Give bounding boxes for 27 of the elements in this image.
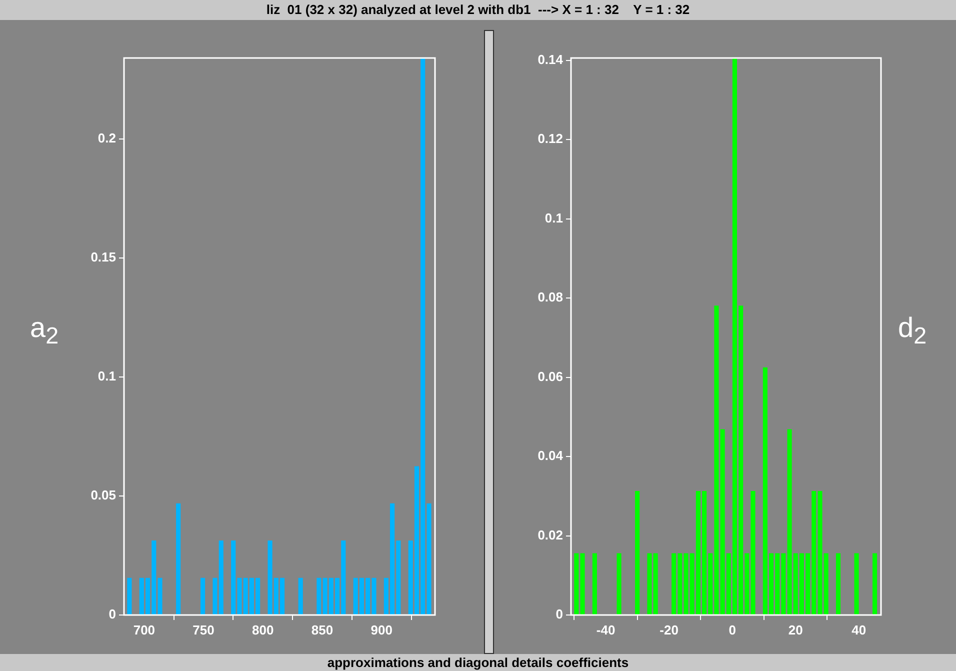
- y-tick-label: 0.2: [98, 130, 116, 146]
- y-tick-label: 0.14: [538, 52, 564, 67]
- x-tick-label: 0: [728, 622, 736, 638]
- x-tick-label: 750: [192, 622, 214, 638]
- y-tick-label: 0.12: [538, 131, 563, 146]
- x-tick-label: -40: [596, 622, 616, 638]
- x-tick-label: 800: [252, 622, 274, 638]
- x-tick-label: 40: [852, 622, 866, 638]
- y-tick-label: 0.15: [90, 250, 116, 265]
- y-tick-label: 0: [108, 606, 116, 622]
- y-tick-label: 0.05: [90, 488, 116, 503]
- x-tick-label: 850: [311, 622, 334, 638]
- x-tick-label: 700: [133, 622, 156, 638]
- y-tick-label: 0.02: [538, 527, 563, 542]
- y-tick-label: 0.04: [538, 448, 564, 464]
- y-tick-label: 0.06: [538, 368, 563, 384]
- text: approximations and diagonal details coefficients: [0, 654, 956, 671]
- y-axis-title: d$_{2}$: [898, 312, 927, 350]
- y-tick-label: 0.1: [544, 210, 563, 226]
- text: liz 01 (32 x 32) analyzed at level 2 with db1 ---> X = 1 : 32 Y = 1 : 32: [0, 0, 956, 20]
- y-tick-label: 0: [556, 606, 563, 622]
- x-tick-label: -20: [660, 622, 678, 638]
- x-tick-label: 900: [370, 622, 392, 638]
- x-tick-label: 20: [788, 622, 803, 638]
- y-axis-title: a$_{2}$: [30, 312, 59, 350]
- y-tick-label: 0.1: [98, 368, 116, 384]
- y-tick-label: 0.08: [538, 290, 563, 305]
